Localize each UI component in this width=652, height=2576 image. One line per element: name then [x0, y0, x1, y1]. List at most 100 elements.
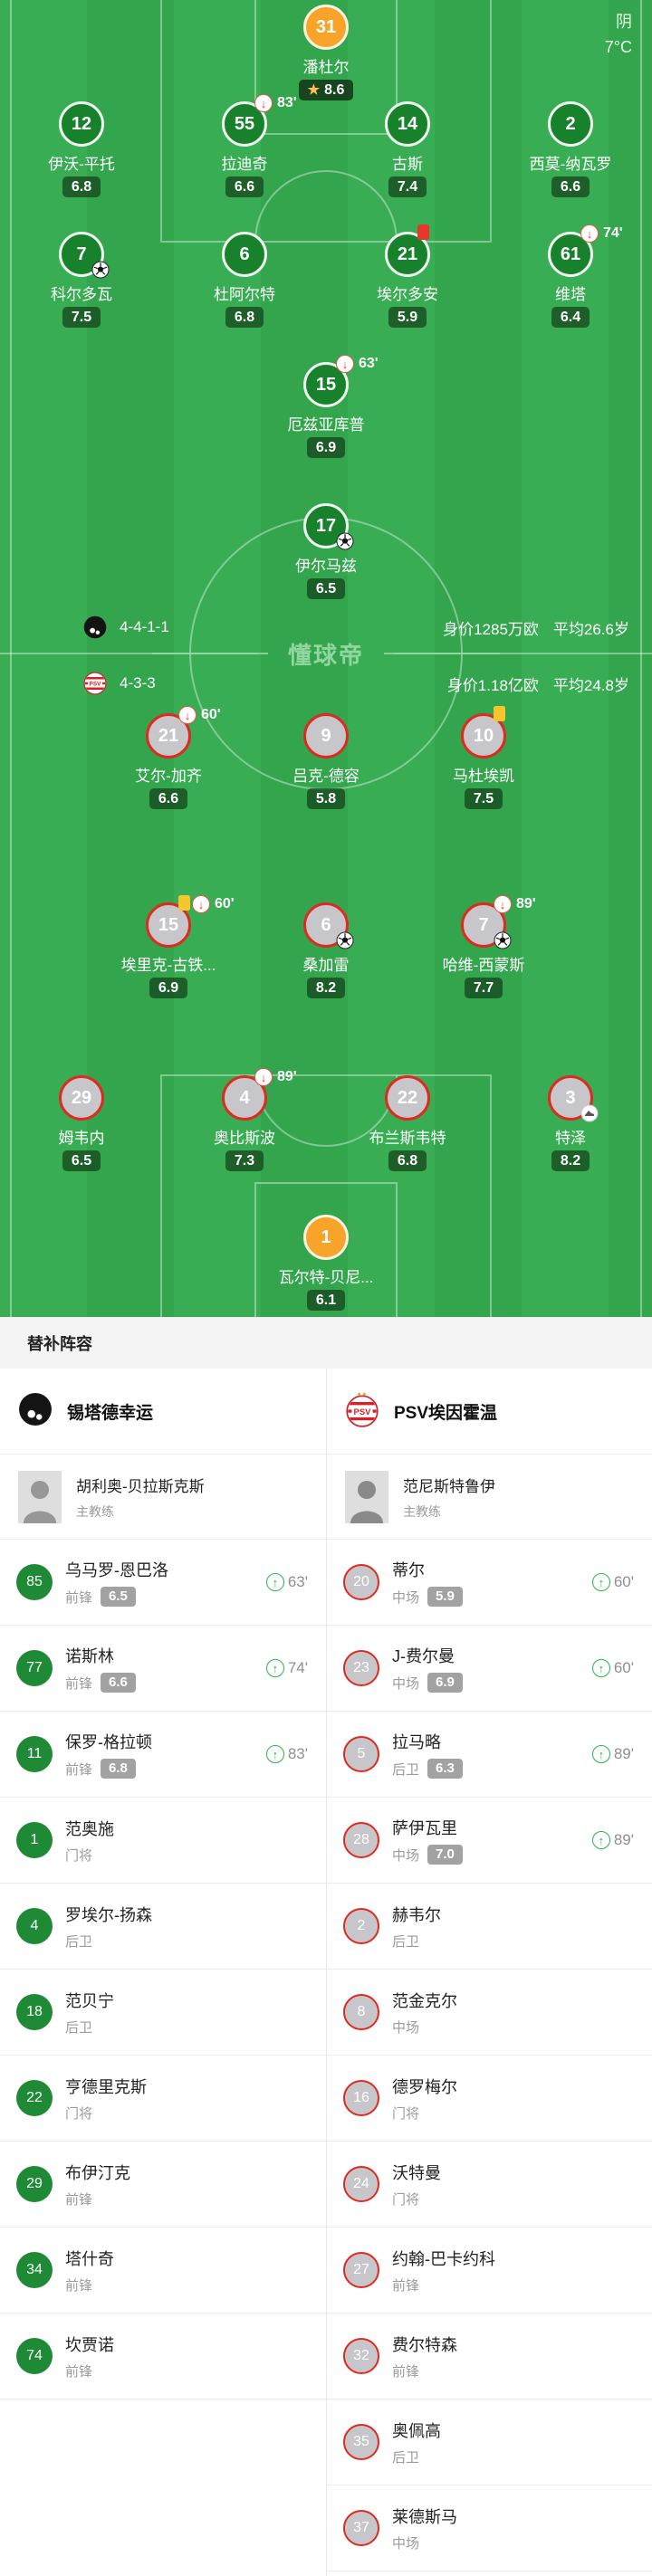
bench-player-row[interactable]: 29 布伊汀克 前锋 ↑ [0, 2142, 326, 2228]
player-name: 乌马罗-恩巴洛 [65, 1561, 168, 1579]
sub-in-minute: 74' [287, 1659, 308, 1676]
red-card-icon [417, 224, 429, 240]
bench-player-row[interactable]: 37 莱德斯马 中场 ↑ [327, 2485, 652, 2571]
home-coach-card[interactable]: 胡利奥-贝拉斯克斯 主教练 [0, 1455, 326, 1540]
player-number: 31 [315, 16, 337, 37]
pitch-player-away-6[interactable]: 6 桑加雷 8.2 [267, 902, 385, 998]
player-number-badge: 37 [343, 2510, 379, 2546]
sub-in-info: ↑ 89' [591, 1745, 634, 1763]
player-number-badge: 1 [303, 1215, 349, 1260]
sub-in-minute: 60' [613, 1573, 634, 1590]
home-team-header[interactable]: 锡塔德幸运 [0, 1369, 326, 1455]
player-events: ↓ 60' [178, 706, 221, 724]
bench-player-row[interactable]: 20 蒂尔 中场 5.9 ↑ 60' [327, 1540, 652, 1626]
player-name: 埃里克-古铁... [120, 957, 216, 974]
bench-player-row[interactable]: 1 范奥施 门将 ↑ [0, 1798, 326, 1884]
player-name: 伊沃-平托 [48, 156, 115, 173]
player-position: 前锋 [65, 2277, 93, 2294]
player-position: 前锋 [65, 2191, 93, 2208]
player-events: ↓ 63' [336, 355, 379, 373]
bench-player-row[interactable]: 28 萨伊瓦里 中场 7.0 ↑ 89' [327, 1798, 652, 1884]
pitch-player-home-12[interactable]: 12 伊沃-平托 6.8 [23, 101, 140, 197]
pitch-player-away-1[interactable]: 1 瓦尔特-贝尼... 6.1 [267, 1215, 385, 1311]
sub-out-icon: ↓ [494, 895, 512, 913]
sub-in-info: ↑ 60' [591, 1573, 634, 1591]
bench-player-row[interactable]: 74 坎贾诺 前锋 ↑ [0, 2314, 326, 2399]
player-position: 中场 [392, 1675, 420, 1692]
bench-player-row[interactable]: 85 乌马罗-恩巴洛 前锋 6.5 ↑ 63' [0, 1540, 326, 1626]
pitch-player-away-15[interactable]: 15 ↓ 60' 埃里克-古铁... 6.9 [110, 895, 235, 998]
sub-in-info: ↑ 83' [265, 1745, 308, 1763]
player-position: 门将 [392, 2105, 420, 2122]
away-formation-row: PSV 4-3-3 身价1.18亿欧 平均24.8岁 [0, 668, 652, 699]
pitch-player-home-7[interactable]: 7 科尔多瓦 7.5 [23, 232, 140, 328]
sub-in-icon: ↑ [265, 1573, 284, 1591]
bench-player-row[interactable]: 23 J-费尔曼 中场 6.9 ↑ 60' [327, 1626, 652, 1712]
player-number: 17 [315, 515, 337, 536]
player-name: 布兰斯韦特 [369, 1130, 446, 1147]
player-name: 瓦尔特-贝尼... [278, 1269, 374, 1286]
player-name: 诺斯林 [65, 1647, 114, 1665]
pitch-player-home-2[interactable]: 2 西莫-纳瓦罗 6.6 [512, 101, 629, 197]
pitch-player-home-15[interactable]: 15 ↓ 63' 厄兹亚库普 6.9 [267, 355, 385, 458]
pitch-player-away-22[interactable]: 22 布兰斯韦特 6.8 [349, 1075, 466, 1171]
pitch-player-home-61[interactable]: 61 ↓ 74' 维塔 6.4 [512, 224, 629, 328]
home-team-logo [18, 1392, 53, 1431]
bench-player-row[interactable]: 18 范贝宁 后卫 ↑ [0, 1970, 326, 2056]
bench-player-row[interactable]: 2 赫韦尔 后卫 ↑ [327, 1884, 652, 1970]
sub-in-info: ↑ 63' [265, 1573, 308, 1591]
bench-player-row[interactable]: 11 保罗-格拉顿 前锋 6.8 ↑ 83' [0, 1712, 326, 1798]
pitch-player-away-3[interactable]: 3 特泽 8.2 [512, 1075, 629, 1171]
pitch-player-away-4[interactable]: 4 ↓ 89' 奥比斯波 7.3 [186, 1068, 303, 1171]
player-number-badge: 12 [59, 101, 104, 147]
sub-out-minute: 60' [201, 707, 221, 722]
player-position: 前锋 [392, 2363, 420, 2380]
player-position: 门将 [392, 2191, 420, 2208]
player-rating: 7.5 [62, 307, 101, 328]
player-number: 7 [478, 914, 489, 935]
bench-player-row[interactable]: 27 约翰-巴卡约科 前锋 ↑ [327, 2228, 652, 2314]
bench-player-row[interactable]: 4 罗埃尔-扬森 后卫 ↑ [0, 1884, 326, 1970]
pitch-player-home-55[interactable]: 55 ↓ 83' 拉迪奇 6.6 [186, 94, 303, 197]
bench-home-column: 锡塔德幸运 胡利奥-贝拉斯克斯 主教练 85 乌马罗-恩巴洛 前 [0, 1369, 326, 2576]
sub-out-icon: ↓ [254, 1068, 273, 1086]
bench-player-row[interactable]: 16 德罗梅尔 门将 ↑ [327, 2056, 652, 2142]
pitch-player-home-17[interactable]: 17 伊尔马兹 6.5 [267, 503, 385, 599]
bench-player-row[interactable]: 5 拉马略 后卫 6.3 ↑ 89' [327, 1712, 652, 1798]
pitch-player-away-21[interactable]: 21 ↓ 60' 艾尔-加齐 6.6 [110, 706, 227, 809]
away-team-header[interactable]: ★★ PSV PSV埃因霍温 [327, 1369, 652, 1455]
player-position: 中场 [392, 2535, 420, 2552]
pitch-player-away-10[interactable]: 10 马杜埃凯 7.5 [425, 706, 542, 809]
player-rating: 6.6 [551, 177, 590, 197]
player-position: 中场 [392, 2019, 420, 2036]
pitch-player-home-6[interactable]: 6 杜阿尔特 6.8 [186, 232, 303, 328]
bench-player-row[interactable]: 24 沃特曼 门将 ↑ [327, 2142, 652, 2228]
player-position: 后卫 [65, 2019, 93, 2036]
yellow-card-icon [178, 895, 190, 911]
away-coach-card[interactable]: 范尼斯特鲁伊 主教练 [327, 1455, 652, 1540]
bench-player-row[interactable]: 35 奥佩高 后卫 ↑ [327, 2399, 652, 2485]
player-rating: 6.6 [101, 1673, 136, 1693]
bench-player-row[interactable]: 32 费尔特森 前锋 ↑ [327, 2314, 652, 2399]
bench-player-row[interactable]: 34 塔什奇 前锋 ↑ [0, 2228, 326, 2314]
pitch-player-away-29[interactable]: 29 姆韦内 6.5 [23, 1075, 140, 1171]
away-market-value: 身价1.18亿欧 [446, 676, 539, 694]
pitch-player-home-21[interactable]: 21 埃尔多安 5.9 [349, 224, 466, 328]
sub-in-minute: 63' [287, 1573, 308, 1590]
player-rating: 8.2 [551, 1150, 590, 1171]
watermark-text: 懂球帝 [287, 641, 364, 669]
player-number-badge: 74 [16, 2338, 53, 2374]
pitch-player-home-31[interactable]: 31 潘杜尔 ★ 8.6 [267, 5, 385, 100]
bench-player-row[interactable]: 22 亨德里克斯 门将 ↑ [0, 2056, 326, 2142]
sub-in-icon: ↑ [591, 1573, 610, 1591]
pitch-player-away-9[interactable]: 9 吕克-德容 5.8 [267, 713, 385, 809]
player-number-badge: 22 [385, 1075, 430, 1121]
pitch-player-away-7[interactable]: 7 ↓ 89' 哈维-西蒙斯 7.7 [425, 895, 542, 998]
bench-player-row[interactable]: 8 范金克尔 中场 ↑ [327, 1970, 652, 2056]
player-number-badge: 22 [16, 2080, 53, 2116]
player-name: 西莫-纳瓦罗 [529, 156, 612, 173]
player-number-badge: 11 [16, 1736, 53, 1772]
sub-in-icon: ↑ [591, 1659, 610, 1677]
bench-player-row[interactable]: 77 诺斯林 前锋 6.6 ↑ 74' [0, 1626, 326, 1712]
pitch-player-home-14[interactable]: 14 古斯 7.4 [349, 101, 466, 197]
